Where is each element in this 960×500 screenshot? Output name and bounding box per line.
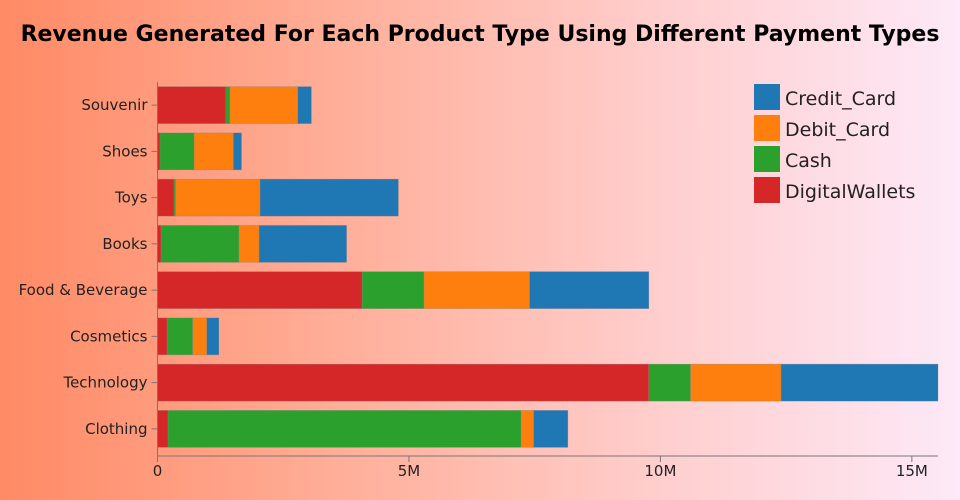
legend-label-debit-card: Debit_Card [785,119,890,141]
legend-swatch-cash [754,146,780,172]
bar-debit-card-toys [175,178,261,217]
bar-credit-card-cosmetics [206,317,220,356]
bar-debit-card-clothing [520,410,534,448]
legend-label-credit-card: Credit_Card [785,88,896,110]
bar-cash-shoes [159,132,195,171]
y-tick-label: Books [102,235,147,253]
bar-credit-card-toys [259,178,399,217]
bar-debit-card-cosmetics [192,317,208,356]
x-tick-label: 5M [398,462,421,480]
bar-cash-souvenir [225,86,231,124]
bar-debit-card-books [238,225,260,263]
bar-cash-books [160,225,240,263]
x-tick-label: 0 [153,462,163,480]
bar-cash-technology [648,363,691,402]
bar-debit-card-technology [690,363,782,402]
chart-title: Revenue Generated For Each Product Type … [20,22,940,47]
bar-credit-card-shoes [233,132,242,171]
y-tick-label: Toys [114,189,148,207]
y-tick-label: Cosmetics [70,327,148,345]
bar-debit-card-food-beverage [423,271,530,309]
bar-debit-card-shoes [193,132,234,171]
bar-cash-food-beverage [361,271,425,309]
x-tick-label: 10M [644,462,676,480]
x-tick-label: 15M [896,462,928,480]
y-tick-label: Souvenir [81,96,148,114]
legend-swatch-debit-card [754,115,780,141]
bar-debit-card-souvenir [229,86,299,124]
bar-digitalwallets-food-beverage [157,271,363,309]
bar-credit-card-clothing [533,410,569,448]
bar-digitalwallets-clothing [157,410,169,448]
legend-swatch-credit-card [754,84,780,110]
bar-credit-card-books [258,225,347,263]
bar-credit-card-souvenir [297,86,312,124]
legend-swatch-digitalwallets [754,177,780,203]
legend-label-digitalwallets: DigitalWallets [785,181,915,203]
y-tick-label: Food & Beverage [19,281,148,299]
y-tick-label: Clothing [85,420,147,438]
bar-digitalwallets-souvenir [157,86,227,124]
bar-cash-clothing [167,410,522,448]
legend-label-cash: Cash [785,150,832,172]
bar-digitalwallets-toys [157,178,175,217]
bar-credit-card-food-beverage [529,271,650,309]
bar-cash-cosmetics [166,317,194,356]
bar-digitalwallets-books [157,225,162,263]
bar-credit-card-technology [780,363,939,402]
bar-digitalwallets-technology [157,363,650,402]
y-tick-label: Shoes [102,142,147,160]
bar-digitalwallets-cosmetics [157,317,168,356]
y-tick-label: Technology [62,374,147,392]
